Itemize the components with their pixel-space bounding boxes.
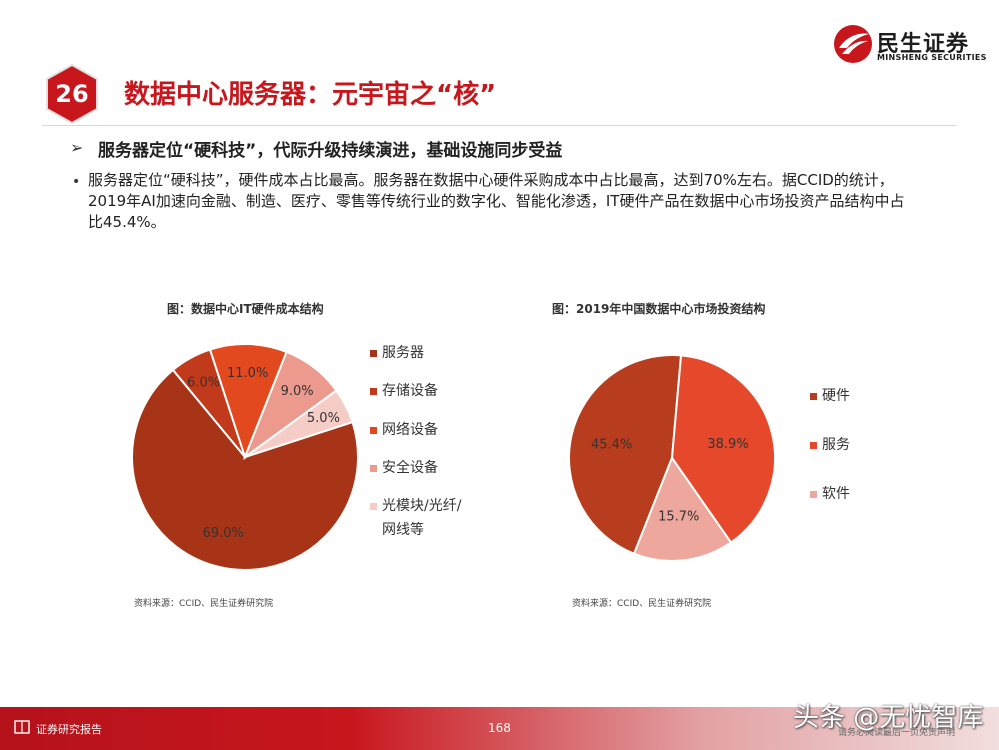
page-number-badge-icon: [46, 64, 98, 124]
logo-name-en: MINSHENG SECURITIES: [877, 53, 987, 62]
chart1-legend-label: 网络设备: [382, 422, 438, 438]
chart2-legend-swatch: [810, 442, 817, 449]
chart2-slice-2: [632, 455, 733, 562]
chart2-slice-1: [670, 354, 776, 544]
arrow-bullet-icon: ➢: [70, 138, 84, 157]
chart2-legend-label: 服务: [822, 437, 850, 453]
chart1-slice-0: [131, 368, 359, 571]
chart1-legend-label: 服务器: [382, 345, 424, 361]
dot-bullet-icon: •: [72, 174, 81, 190]
logo-name-cn: 民生证券: [877, 32, 970, 57]
chart1-slice-4: [244, 389, 354, 458]
chart1-legend-label: 网线等: [382, 522, 424, 538]
subheading: 服务器定位“硬科技”，代际升级持续演进，基础设施同步受益: [98, 141, 563, 161]
chart2-slice-label-2: 15.7%: [658, 510, 699, 525]
footer-disclaimer: 请务必阅读最后一页免责声明: [838, 728, 956, 738]
chart1-legend-swatch: [370, 465, 377, 472]
chart1-legend-swatch: [370, 388, 377, 395]
title-divider: [42, 125, 957, 126]
minsheng-logo-mark-icon: [834, 25, 872, 63]
chart1-source: 资料来源：CCID、民生证券研究院: [134, 599, 274, 609]
footer-report-label: 证券研究报告: [36, 723, 102, 736]
chart1-slice-2: [208, 343, 288, 460]
chart2-slice-label-0: 45.4%: [591, 438, 632, 453]
chart1-legend-swatch: [370, 350, 377, 357]
chart1-legend-label: 存储设备: [382, 383, 438, 399]
chart2-source: 资料来源：CCID、民生证券研究院: [572, 599, 712, 609]
chart1-legend-swatch: [370, 427, 377, 434]
chart1-slice-label-4: 5.0%: [307, 411, 340, 426]
chart2-legend-swatch: [810, 393, 817, 400]
chart1-slice-label-1: 6.0%: [187, 376, 220, 391]
minsheng-logo: 民生证券 MINSHENG SECURITIES: [833, 24, 986, 66]
chart2-title: 图：2019年中国数据中心市场投资结构: [552, 302, 766, 316]
book-icon: [14, 720, 30, 734]
page-number-badge: 26: [55, 80, 89, 108]
chart1-legend-label: 光模块/光纤/: [382, 498, 462, 514]
chart2-legend-swatch: [810, 491, 817, 498]
chart1-legend-label: 安全设备: [382, 460, 438, 476]
chart1-slice-label-2: 11.0%: [227, 366, 268, 381]
watermark: 头条 @无忧智库: [793, 703, 984, 733]
bullet-text: 服务器定位“硬科技”，硬件成本占比最高。服务器在数据中心硬件采购成本中占比最高，…: [88, 171, 905, 231]
chart1-legend-swatch: [370, 503, 377, 510]
chart2-slice-label-1: 38.9%: [707, 437, 748, 452]
chart1-slice-label-3: 9.0%: [281, 384, 314, 399]
page-title: 数据中心服务器：元宇宙之“核”: [124, 80, 497, 110]
footer-page-number: 168: [488, 721, 511, 735]
chart1-slice-label-0: 69.0%: [203, 526, 244, 541]
chart2-legend-label: 软件: [822, 486, 850, 502]
chart2-legend-label: 硬件: [822, 388, 850, 404]
chart1-title: 图：数据中心IT硬件成本结构: [167, 302, 324, 316]
footer-bar: [0, 707, 999, 750]
